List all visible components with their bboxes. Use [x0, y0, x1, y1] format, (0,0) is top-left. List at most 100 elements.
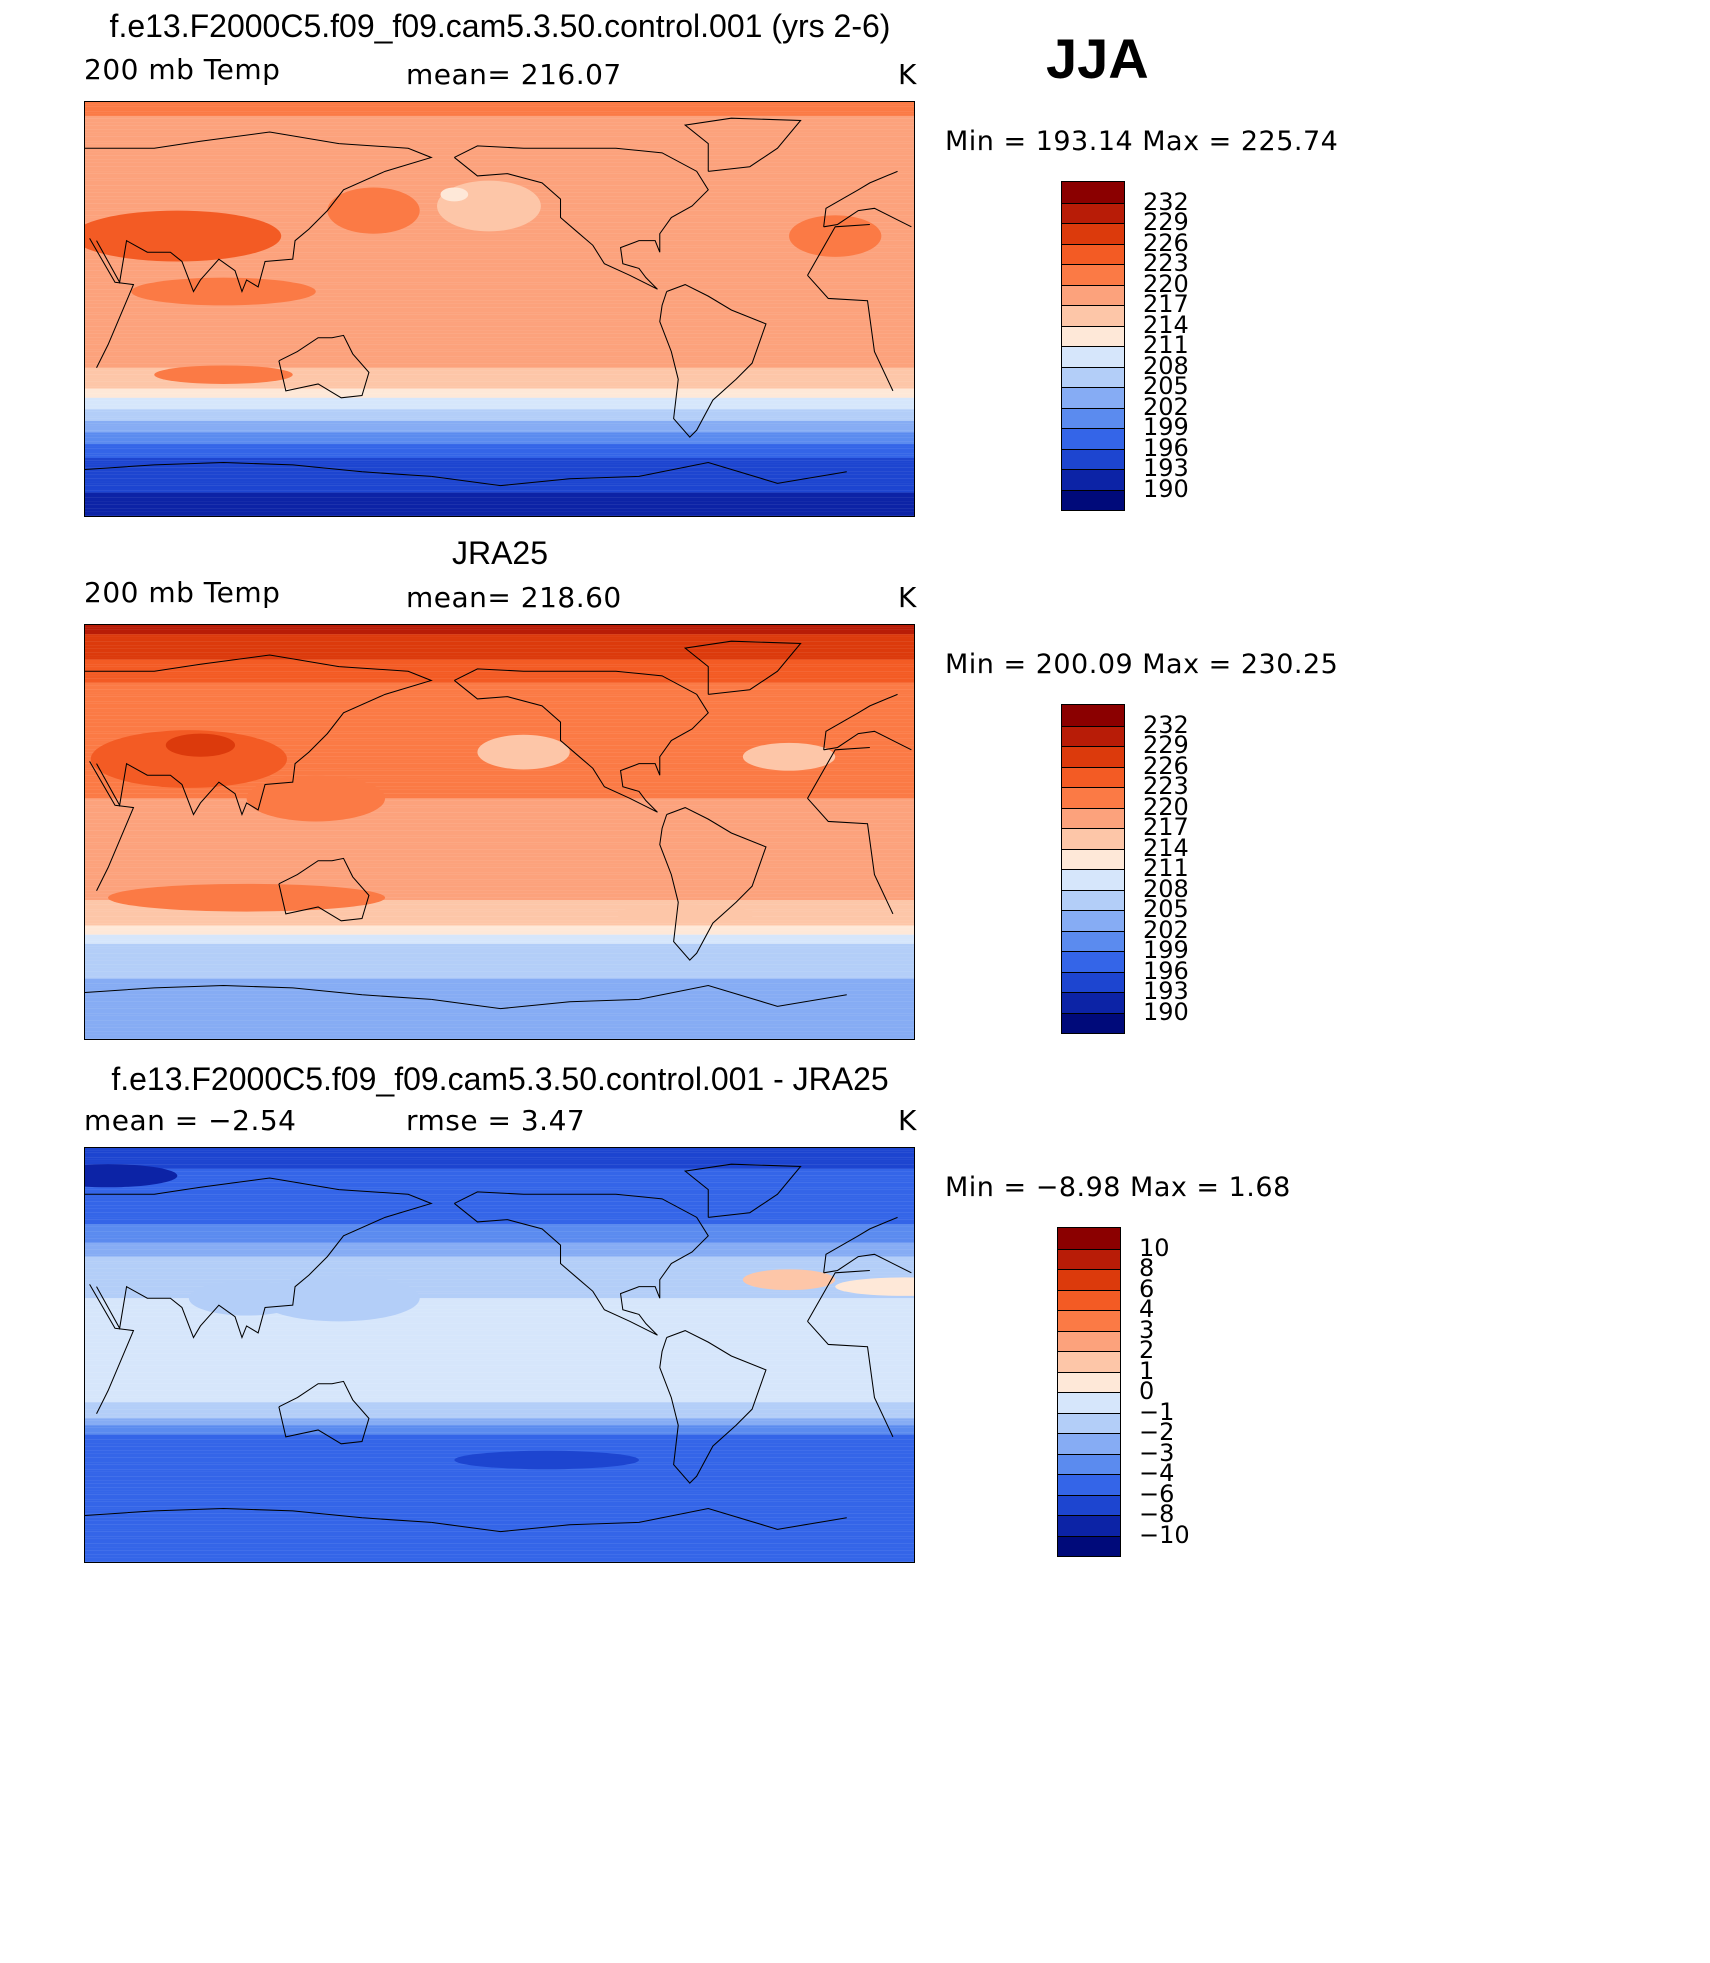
coastline — [454, 668, 709, 813]
contour-band — [85, 1258, 914, 1262]
colorbar-swatch — [1062, 428, 1124, 449]
contour-band — [85, 1390, 914, 1394]
colorbar-swatch — [1058, 1515, 1120, 1536]
contour-band — [85, 1291, 914, 1294]
contour-band — [85, 1238, 914, 1241]
contour-band — [85, 722, 914, 725]
contour-region — [85, 210, 282, 262]
contour-band — [85, 893, 914, 896]
contour-band — [85, 231, 914, 234]
contour-band — [85, 1503, 914, 1507]
contour-band — [85, 782, 914, 785]
contour-band — [85, 1182, 914, 1186]
contour-band — [85, 911, 914, 915]
contour-band — [85, 256, 914, 260]
contour-band — [85, 1270, 914, 1273]
contour-band — [85, 407, 914, 410]
colorbar-tick-label: 10 — [1139, 1233, 1170, 1262]
contour-band — [85, 967, 914, 970]
coastline — [278, 857, 370, 922]
contour-band — [85, 883, 914, 887]
colorbar-swatch — [1062, 489, 1124, 510]
contour-band — [85, 789, 914, 792]
contour-band — [85, 425, 914, 428]
coastline — [807, 1269, 870, 1322]
colorbar-swatch — [1062, 992, 1124, 1013]
panel2-map — [84, 624, 915, 1040]
contour-band — [85, 102, 914, 105]
contour-band — [85, 631, 914, 635]
contour-band — [85, 1346, 914, 1350]
contour-band — [85, 851, 914, 854]
contour-band — [85, 955, 914, 958]
colorbar-swatch — [1062, 848, 1124, 869]
contour-band — [85, 1353, 914, 1357]
colorbar-swatch — [1058, 1228, 1120, 1249]
contour-band — [85, 1205, 914, 1209]
contour-band — [85, 340, 914, 343]
contour-band — [85, 166, 914, 170]
contour-band — [85, 729, 914, 732]
contour-band — [85, 1194, 914, 1197]
contour-band — [85, 300, 914, 304]
contour-band — [85, 249, 914, 253]
coastline — [278, 1380, 370, 1445]
contour-band — [85, 1499, 914, 1502]
contour-band — [85, 1450, 914, 1454]
contour-band — [85, 671, 914, 674]
contour-band — [85, 946, 914, 949]
contour-band — [85, 481, 914, 484]
contour-band — [85, 1004, 914, 1007]
contour-band — [85, 388, 914, 392]
coastline — [89, 1284, 135, 1415]
contour-region — [131, 277, 316, 306]
contour-band — [85, 409, 914, 412]
colorbar-swatch — [1058, 1371, 1120, 1392]
contour-band — [85, 1529, 914, 1532]
contour-band — [85, 118, 914, 121]
contour-band — [85, 1208, 914, 1211]
contour-band — [85, 490, 914, 493]
panel3-mean-label: mean = −2.54 — [84, 1104, 297, 1137]
contour-band — [85, 1480, 914, 1484]
contour-band — [85, 356, 914, 359]
contour-band — [85, 282, 914, 285]
contour-band — [85, 1550, 914, 1553]
contour-band — [85, 1152, 914, 1156]
contour-band — [85, 464, 914, 468]
colorbar-tick-label: 193 — [1143, 454, 1189, 482]
colorbar-swatch — [1062, 746, 1124, 767]
contour-band — [85, 643, 914, 646]
contour-band — [85, 400, 914, 403]
contour-band — [85, 1178, 914, 1181]
contour-band — [85, 913, 914, 917]
contour-band — [85, 1358, 914, 1361]
panel2-units: K — [898, 581, 917, 614]
contour-band — [85, 485, 914, 489]
contour-band — [85, 837, 914, 841]
contour-band — [85, 1547, 914, 1551]
colorbar-tick-label: 229 — [1143, 208, 1189, 236]
contour-band — [85, 312, 914, 315]
colorbar-tick-label: 3 — [1139, 1315, 1155, 1344]
colorbar-tick-label: 193 — [1143, 977, 1189, 1005]
contour-band — [85, 930, 914, 933]
contour-band — [85, 254, 914, 257]
contour-band — [85, 1335, 914, 1338]
contour-band — [85, 1339, 914, 1343]
contour-band — [85, 652, 914, 656]
contour-band — [85, 310, 914, 313]
contour-band — [85, 1360, 914, 1364]
colorbar-swatch — [1062, 284, 1124, 305]
colorbar-tick-label: 220 — [1143, 792, 1189, 821]
colorbar-tick-label: 211 — [1143, 331, 1189, 359]
panel1-left-label: 200 mb Temp — [84, 53, 281, 86]
contour-band — [85, 863, 914, 866]
coastline — [807, 746, 870, 799]
contour-band — [85, 1265, 914, 1269]
contour-band — [85, 1501, 914, 1505]
contour-band — [85, 1159, 914, 1162]
contour-band — [85, 1198, 914, 1202]
colorbar-swatch — [1062, 346, 1124, 367]
contour-region — [742, 742, 836, 771]
